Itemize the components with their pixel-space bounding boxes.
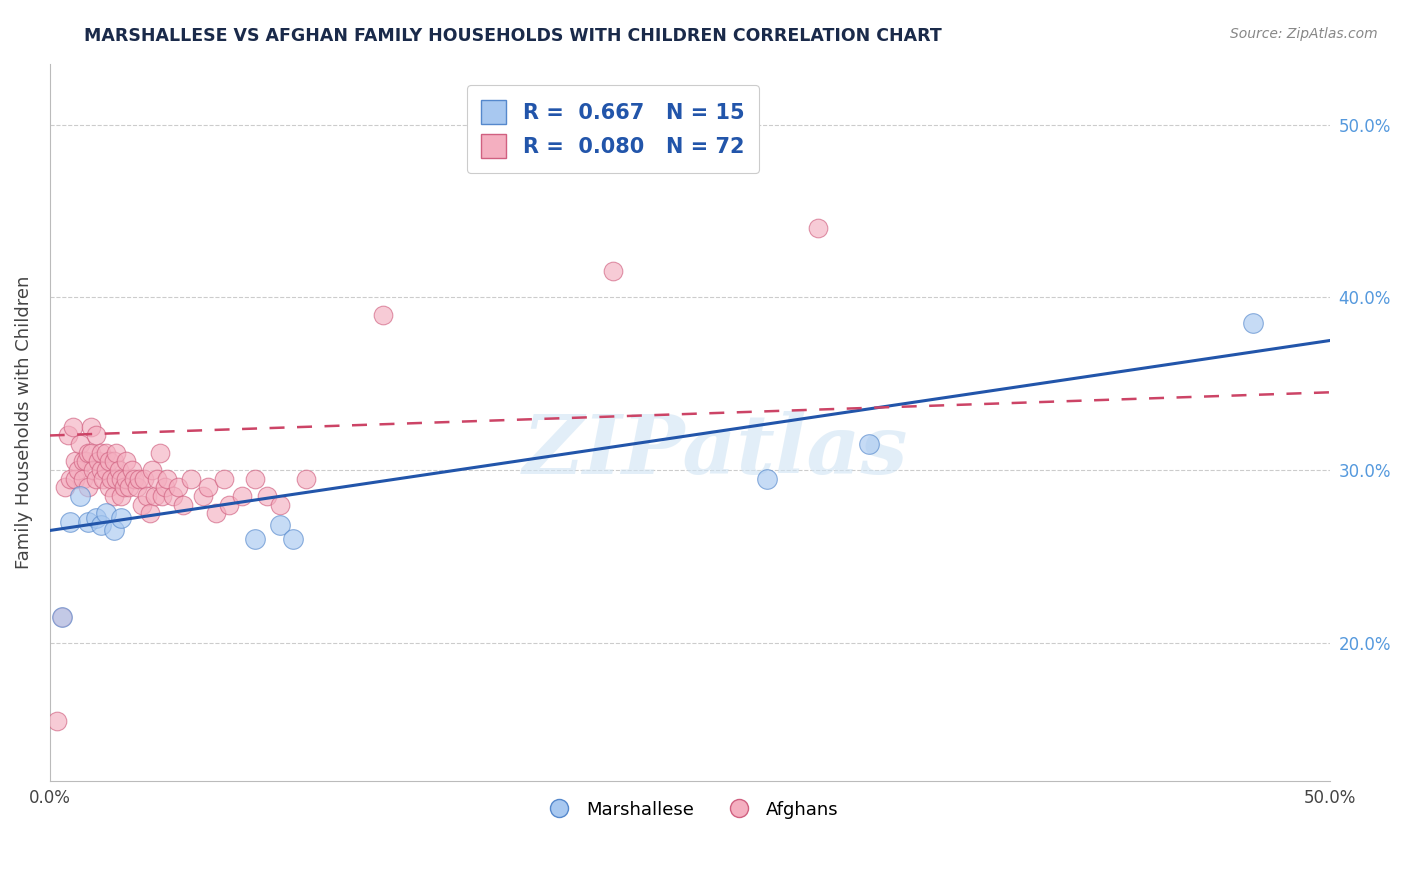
Point — [65, 454, 87, 468]
Point — [84, 472, 107, 486]
Point — [281, 532, 304, 546]
Point — [103, 454, 125, 468]
Point — [79, 420, 101, 434]
Point — [143, 489, 166, 503]
Point — [69, 437, 91, 451]
Point — [269, 498, 291, 512]
Text: MARSHALLESE VS AFGHAN FAMILY HOUSEHOLDS WITH CHILDREN CORRELATION CHART: MARSHALLESE VS AFGHAN FAMILY HOUSEHOLDS … — [84, 27, 942, 45]
Point — [66, 463, 89, 477]
Point — [97, 454, 120, 468]
Point — [77, 480, 100, 494]
Point — [371, 308, 394, 322]
Point — [256, 489, 278, 503]
Point — [79, 446, 101, 460]
Point — [212, 472, 235, 486]
Point — [122, 472, 145, 486]
Point — [134, 472, 156, 486]
Point — [807, 221, 830, 235]
Point — [62, 420, 84, 434]
Point — [141, 463, 163, 477]
Point — [269, 518, 291, 533]
Point — [218, 498, 240, 512]
Point — [193, 489, 215, 503]
Point — [180, 472, 202, 486]
Legend: Marshallese, Afghans: Marshallese, Afghans — [534, 793, 846, 826]
Point — [59, 515, 82, 529]
Point — [84, 511, 107, 525]
Point — [146, 472, 169, 486]
Point — [128, 472, 150, 486]
Point — [755, 472, 778, 486]
Point — [153, 480, 176, 494]
Point — [115, 454, 138, 468]
Point — [105, 472, 128, 486]
Point — [231, 489, 253, 503]
Point — [51, 610, 73, 624]
Point — [90, 518, 112, 533]
Point — [138, 506, 160, 520]
Point — [84, 428, 107, 442]
Point — [162, 489, 184, 503]
Point — [94, 463, 117, 477]
Point — [110, 472, 132, 486]
Point — [65, 472, 87, 486]
Point — [72, 472, 94, 486]
Point — [51, 610, 73, 624]
Point — [110, 489, 132, 503]
Point — [69, 489, 91, 503]
Point — [72, 454, 94, 468]
Point — [59, 472, 82, 486]
Point — [115, 472, 138, 486]
Point — [294, 472, 316, 486]
Point — [46, 714, 69, 728]
Point — [110, 511, 132, 525]
Y-axis label: Family Households with Children: Family Households with Children — [15, 276, 32, 569]
Point — [77, 446, 100, 460]
Point — [118, 480, 141, 494]
Point — [108, 463, 131, 477]
Point — [112, 480, 135, 494]
Text: ZIPatlas: ZIPatlas — [523, 411, 908, 491]
Point — [121, 463, 143, 477]
Point — [602, 264, 624, 278]
Point — [150, 489, 173, 503]
Point — [243, 472, 266, 486]
Point — [166, 480, 188, 494]
Point — [136, 489, 159, 503]
Point — [90, 463, 112, 477]
Point — [94, 506, 117, 520]
Point — [97, 480, 120, 494]
Point — [205, 506, 228, 520]
Point — [105, 446, 128, 460]
Point — [56, 428, 79, 442]
Point — [156, 472, 179, 486]
Point — [82, 463, 104, 477]
Point — [87, 454, 110, 468]
Text: Source: ZipAtlas.com: Source: ZipAtlas.com — [1230, 27, 1378, 41]
Point — [149, 446, 172, 460]
Point — [1241, 316, 1264, 330]
Point — [858, 437, 880, 451]
Point — [90, 446, 112, 460]
Point — [103, 524, 125, 538]
Point — [100, 472, 122, 486]
Point — [75, 454, 97, 468]
Point — [172, 498, 194, 512]
Point — [93, 472, 115, 486]
Point — [131, 498, 153, 512]
Point — [94, 446, 117, 460]
Point — [77, 515, 100, 529]
Point — [243, 532, 266, 546]
Point — [53, 480, 76, 494]
Point — [125, 480, 148, 494]
Point — [197, 480, 219, 494]
Point — [103, 489, 125, 503]
